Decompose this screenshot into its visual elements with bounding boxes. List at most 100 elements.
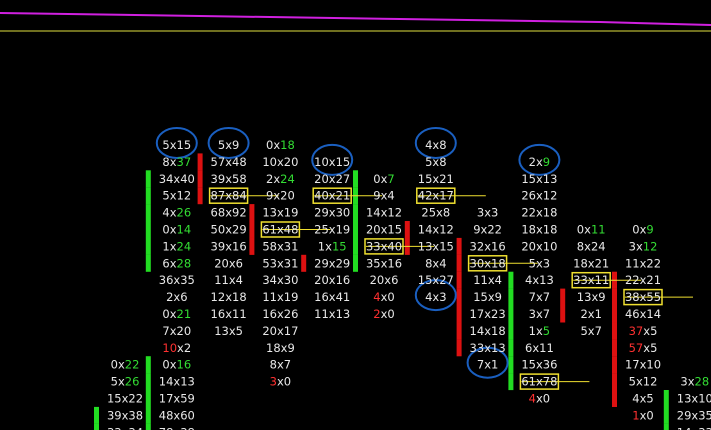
bid-volume: 33 <box>366 239 381 253</box>
separator: x <box>173 290 180 304</box>
ask-volume: 13 <box>336 307 351 321</box>
footprint-cell: 14x12 <box>366 205 402 219</box>
footprint-cell: 34x40 <box>159 171 195 185</box>
ask-volume: 24 <box>280 171 295 185</box>
bid-volume: 5 <box>162 138 169 152</box>
ask-volume: 18 <box>280 138 295 152</box>
separator: x <box>640 256 647 270</box>
footprint-cell: 16x26 <box>262 307 298 321</box>
separator: x <box>281 340 288 354</box>
delta-bar <box>456 305 462 323</box>
delta-bar <box>456 322 462 340</box>
separator: x <box>484 256 491 270</box>
bid-volume: 1 <box>529 323 536 337</box>
delta-bar <box>249 204 255 222</box>
delta-bar <box>612 390 617 407</box>
bid-volume: 14 <box>366 205 381 219</box>
bid-volume: 15 <box>473 290 488 304</box>
footprint-cell: 1x0 <box>632 408 653 422</box>
bid-volume: 35 <box>366 256 381 270</box>
bid-volume: 34 <box>159 171 174 185</box>
footprint-cell: 5x7 <box>580 323 601 337</box>
bid-volume: 48 <box>159 408 174 422</box>
bid-volume: 8 <box>577 239 584 253</box>
ask-volume: 28 <box>177 256 192 270</box>
separator: x <box>229 256 236 270</box>
ask-volume: 18 <box>491 323 506 337</box>
footprint-cell: 6x11 <box>525 340 554 354</box>
separator: x <box>170 138 177 152</box>
footprint-cell: 14x18 <box>470 323 506 337</box>
separator: x <box>536 188 543 202</box>
separator: x <box>488 290 495 304</box>
separator: x <box>484 239 491 253</box>
delta-bar <box>508 373 514 391</box>
footprint-cell: 57x5 <box>629 340 658 354</box>
bid-volume: 57 <box>211 154 226 168</box>
separator: x <box>591 290 598 304</box>
bid-volume: 7 <box>162 323 169 337</box>
delta-bar <box>612 356 617 374</box>
separator: x <box>277 154 284 168</box>
footprint-cell: 29x29 <box>314 256 350 270</box>
ask-volume: 84 <box>232 188 247 202</box>
ask-volume: 12 <box>387 205 402 219</box>
circle-annotation <box>466 346 509 379</box>
footprint-cell: 30x18 <box>470 256 506 270</box>
footprint-cell: 42x17 <box>418 188 454 202</box>
separator: x <box>436 205 443 219</box>
separator: x <box>329 290 336 304</box>
delta-bar <box>612 373 617 391</box>
delta-bar <box>249 221 255 238</box>
delta-bar <box>508 322 514 340</box>
separator: x <box>170 323 177 337</box>
ask-volume: 15 <box>439 239 454 253</box>
separator: x <box>691 391 698 405</box>
separator: x <box>170 222 177 236</box>
separator: x <box>643 340 650 354</box>
separator: x <box>532 273 539 287</box>
ask-volume: 8 <box>439 138 446 152</box>
footprint-cell: 61x78 <box>521 374 557 388</box>
footprint-cell: 4x5 <box>632 391 653 405</box>
bid-volume: 20 <box>314 171 329 185</box>
footprint-cell: 38x55 <box>625 290 661 304</box>
separator: x <box>329 171 336 185</box>
bid-volume: 17 <box>470 307 485 321</box>
footprint-cell: 4x8 <box>425 138 446 152</box>
ask-volume: 21 <box>439 171 454 185</box>
circle-annotation <box>155 127 198 159</box>
separator: x <box>381 290 388 304</box>
ask-volume: 17 <box>439 188 454 202</box>
bid-volume: 9 <box>373 188 380 202</box>
footprint-cell: 0x21 <box>162 307 191 321</box>
bid-volume: 0 <box>373 171 380 185</box>
bid-volume: 15 <box>418 273 433 287</box>
bid-volume: 34 <box>262 273 277 287</box>
footprint-cell: 39x16 <box>211 239 247 253</box>
separator: x <box>484 307 491 321</box>
bid-volume: 1 <box>162 239 169 253</box>
ask-volume: 34 <box>128 425 143 430</box>
ask-volume: 20 <box>280 188 295 202</box>
ask-volume: 6 <box>236 256 243 270</box>
bid-volume: 50 <box>211 222 226 236</box>
footprint-cell: 15x22 <box>107 391 143 405</box>
delta-bar <box>197 187 203 205</box>
bid-volume: 57 <box>629 340 644 354</box>
footprint-cell: 17x59 <box>159 391 195 405</box>
ask-volume: 9 <box>495 290 502 304</box>
footprint-cell: 20x27 <box>314 171 350 185</box>
ask-volume: 22 <box>128 391 143 405</box>
bid-volume: 4 <box>529 391 536 405</box>
delta-bar <box>145 423 151 430</box>
bid-volume: 11 <box>625 256 640 270</box>
ask-volume: 10 <box>698 391 711 405</box>
bid-volume: 11 <box>473 273 488 287</box>
ask-volume: 21 <box>595 256 610 270</box>
bid-volume: 39 <box>107 408 122 422</box>
separator: x <box>588 323 595 337</box>
ask-volume: 16 <box>336 273 351 287</box>
footprint-cell: 17x10 <box>625 357 661 371</box>
